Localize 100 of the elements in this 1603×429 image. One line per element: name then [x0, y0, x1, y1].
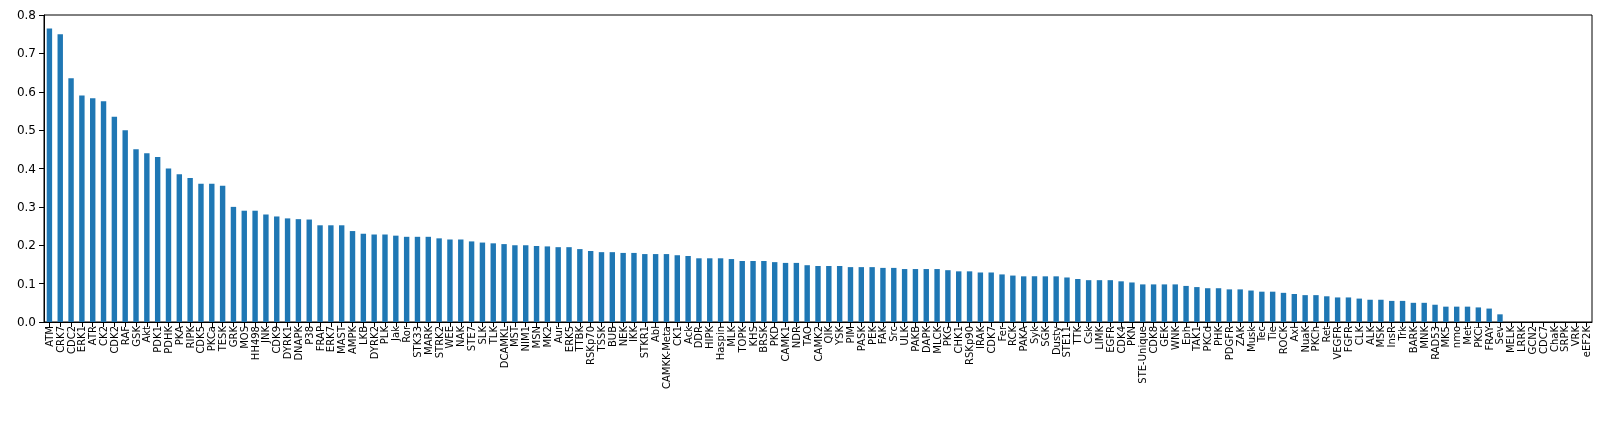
bar [1324, 296, 1330, 322]
y-tick-label: 0.1 [16, 276, 36, 291]
x-tick-label: GCN2 [1526, 326, 1538, 355]
y-tick-label: 0.6 [16, 84, 36, 99]
x-tick-label: Met [1462, 325, 1474, 345]
x-tick-label: MAST [336, 325, 348, 354]
bar [1399, 300, 1406, 322]
bar [685, 256, 691, 322]
x-tick-label: PDHK [162, 325, 174, 354]
bar [1259, 291, 1265, 322]
bar [274, 216, 280, 322]
bar [804, 265, 810, 322]
x-tick-label: Src [888, 326, 900, 342]
x-tick-label: CK1 [671, 326, 683, 346]
x-tick-label: PASK [855, 325, 867, 352]
bar [891, 267, 897, 322]
x-tick-label: YSK [834, 325, 846, 347]
x-tick-label: DDR [693, 325, 705, 349]
y-tick-label: 0.4 [16, 161, 36, 176]
bar [176, 174, 183, 322]
bar [750, 260, 756, 322]
bar [1107, 280, 1113, 322]
x-tick-label: PKCi [1472, 326, 1484, 348]
bar [901, 269, 908, 322]
x-tick-label: MK5 [1440, 326, 1452, 348]
x-tick-label: GRK [227, 325, 239, 348]
x-tick-label: PAKB [909, 325, 921, 352]
bar [555, 247, 561, 322]
x-tick-label: DNAPK [292, 325, 304, 361]
x-tick-label: ERK5 [563, 326, 575, 353]
x-tick-label: InsR [1386, 325, 1398, 348]
bar [436, 238, 442, 322]
x-tick-label: STKR1 [639, 326, 651, 359]
x-tick-label: MLCK [931, 325, 943, 354]
x-tick-label: CLK [1353, 325, 1365, 346]
x-tick-label: eEF2K [1581, 325, 1593, 358]
bar [1150, 284, 1157, 322]
bar [360, 233, 367, 322]
bar [728, 259, 735, 322]
bar [154, 156, 161, 322]
x-tick-label: Tie [1267, 326, 1279, 342]
x-tick-label: PKCd [1202, 326, 1214, 352]
y-tick-label: 0.5 [16, 123, 36, 138]
x-tick-label: TAO [801, 325, 813, 347]
x-tick-label: NEK [617, 325, 629, 347]
x-tick-label: VRK [1570, 325, 1582, 347]
x-tick-label: PKG [942, 326, 954, 347]
bar [587, 251, 594, 322]
bar [263, 214, 269, 322]
x-tick-label: ATM [43, 326, 55, 347]
x-tick-label: MK2 [541, 326, 553, 348]
x-tick-label: FRAP [314, 326, 326, 352]
bar [490, 243, 496, 322]
x-tick-label: IRAK [974, 325, 986, 349]
bar [328, 225, 334, 322]
bar [988, 272, 994, 322]
bar [696, 258, 702, 322]
bar [241, 210, 247, 322]
bar [577, 249, 583, 322]
bar [414, 236, 421, 322]
bar [425, 236, 431, 322]
x-tick-label: Sev [1494, 325, 1506, 345]
x-tick-label: ATR [87, 325, 99, 346]
bar [793, 262, 800, 322]
x-tick-label: AMPK [347, 325, 359, 355]
bar [1291, 293, 1298, 322]
x-tick-label: ChaK [1548, 325, 1560, 353]
x-tick-label: DAPK [920, 325, 932, 353]
x-tick-label: NuaK [1299, 325, 1311, 353]
x-tick-label: CDC7 [1537, 326, 1549, 355]
bar [165, 168, 172, 322]
x-tick-label: Syk [1029, 325, 1040, 345]
x-tick-label: TTK [1072, 325, 1084, 346]
x-tick-label: STE-Unique [1137, 326, 1149, 384]
x-tick-label: TTBK [574, 325, 586, 353]
x-tick-label: BUB [606, 325, 618, 348]
x-tick-label: PDGFR [1223, 325, 1235, 361]
bar [815, 265, 821, 322]
x-tick-label: STK33 [411, 326, 423, 358]
bar [598, 252, 605, 322]
x-tick-label: BARK [1407, 325, 1419, 354]
bar [966, 271, 973, 322]
bar [252, 210, 258, 322]
x-tick-label: FGFR [1342, 325, 1354, 353]
bar [1085, 280, 1092, 322]
bar [512, 245, 518, 322]
bar [447, 239, 453, 322]
bar [609, 252, 616, 322]
x-tick-label: RSKp70 [585, 326, 597, 365]
bar [371, 234, 377, 322]
x-tick-label: MST [509, 325, 521, 348]
bar [977, 272, 984, 322]
x-tick-label: Haspin [715, 326, 727, 361]
bar [111, 116, 118, 322]
bar [1356, 298, 1362, 322]
bar [663, 254, 670, 322]
bar [479, 242, 486, 322]
bar [707, 258, 713, 322]
bar [533, 246, 540, 322]
y-tick-label: 0.3 [16, 199, 36, 214]
